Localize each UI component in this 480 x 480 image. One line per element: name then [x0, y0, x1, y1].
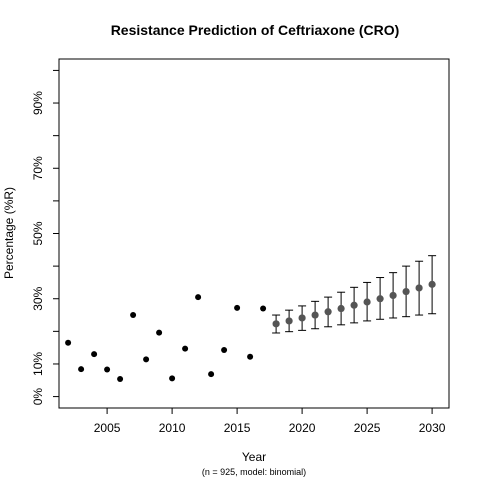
x-tick-label: 2015 — [224, 421, 251, 435]
observed-point — [117, 375, 124, 382]
predicted-point — [272, 320, 280, 328]
predicted-point — [324, 308, 332, 316]
x-axis: 2005 2010 2015 2020 2025 2030 — [94, 408, 446, 435]
data-marks — [65, 255, 437, 382]
y-tick-label: 90% — [31, 91, 45, 115]
observed-point — [169, 375, 176, 382]
predicted-point — [376, 295, 384, 303]
plot-frame — [58, 58, 450, 409]
observed-point — [221, 346, 228, 353]
predicted-point — [389, 291, 397, 300]
y-tick-label: 0% — [31, 388, 45, 406]
x-tick-label: 2030 — [419, 421, 446, 435]
x-tick-label: 2005 — [94, 421, 121, 435]
predicted-point — [350, 301, 358, 309]
x-axis-title: Year — [242, 450, 266, 464]
observed-point — [182, 345, 189, 352]
chart-title: Resistance Prediction of Ceftriaxone (CR… — [111, 22, 400, 38]
predicted-point — [298, 314, 306, 322]
x-tick-label: 2025 — [354, 421, 381, 435]
chart-subtitle: (n = 925, model: binomial) — [202, 467, 306, 477]
y-axis: 0% 10% 30% 50% 70% 90% — [31, 69, 59, 406]
observed-point — [91, 351, 98, 358]
predicted-point — [285, 317, 293, 325]
observed-point — [195, 294, 202, 301]
observed-point — [208, 371, 215, 378]
observed-point — [104, 366, 111, 373]
predicted-point — [363, 298, 371, 306]
observed-point — [78, 366, 85, 373]
y-tick-label: 70% — [31, 156, 45, 180]
y-tick-label: 10% — [31, 352, 45, 376]
observed-point — [156, 329, 163, 336]
observed-point — [247, 353, 254, 360]
y-tick-label: 30% — [31, 286, 45, 310]
predicted-point — [415, 284, 423, 292]
predicted-point — [337, 304, 345, 313]
y-axis-title: Percentage (%R) — [2, 187, 16, 279]
predicted-point — [428, 280, 436, 288]
observed-point — [260, 305, 267, 312]
observed-point — [130, 312, 137, 319]
x-tick-label: 2020 — [289, 421, 316, 435]
observed-point — [234, 304, 241, 311]
observed-point — [143, 356, 150, 363]
observed-point — [65, 339, 72, 346]
predicted-point — [311, 311, 319, 319]
y-tick-label: 50% — [31, 221, 45, 245]
x-tick-label: 2010 — [159, 421, 186, 435]
predicted-point — [402, 287, 410, 296]
